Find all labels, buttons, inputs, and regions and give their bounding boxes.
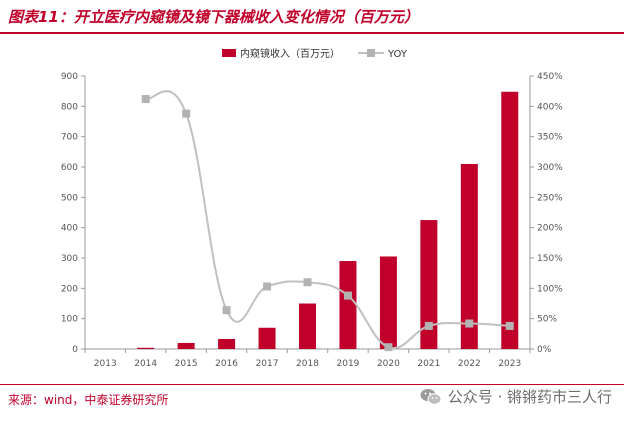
- x-tick-label: 2021: [417, 359, 440, 369]
- yoy-point: [343, 291, 352, 300]
- yoy-point: [303, 278, 312, 287]
- y-tick-label-right: 150%: [537, 254, 563, 264]
- bar: [218, 338, 236, 349]
- x-tick-label: 2023: [498, 359, 521, 369]
- yoy-point: [424, 321, 433, 330]
- bar: [339, 261, 357, 349]
- y-tick-label-right: 250%: [537, 193, 563, 203]
- y-tick-label-right: 0%: [537, 345, 552, 355]
- x-tick-label: 2018: [296, 359, 319, 369]
- bar: [501, 91, 519, 350]
- y-tick-label-left: 0: [72, 345, 78, 355]
- yoy-point: [505, 321, 514, 330]
- yoy-point: [141, 95, 150, 104]
- y-tick-label-left: 200: [61, 284, 78, 294]
- x-tick-label: 2014: [134, 359, 157, 369]
- y-tick-label-right: 400%: [537, 102, 563, 112]
- yoy-point: [384, 343, 393, 352]
- wechat-icon: [420, 388, 442, 405]
- y-tick-label-left: 400: [61, 224, 78, 234]
- watermark-text: 公众号 · 锵锵药市三人行: [447, 388, 612, 406]
- yoy-point: [263, 282, 272, 291]
- yoy-point: [465, 319, 474, 328]
- x-tick-label: 2019: [337, 359, 360, 369]
- legend-line-marker: [367, 49, 375, 57]
- x-tick-label: 2015: [175, 359, 198, 369]
- y-tick-label-right: 100%: [537, 284, 563, 294]
- bar: [299, 303, 316, 349]
- y-tick-label-right: 450%: [537, 72, 563, 82]
- yoy-line: [145, 90, 510, 350]
- bar-series: [137, 91, 519, 350]
- y-tick-label-right: 50%: [537, 315, 557, 325]
- legend-line-label: YOY: [387, 49, 408, 60]
- bar: [460, 163, 478, 349]
- y-tick-label-left: 600: [61, 163, 78, 173]
- y-tick-label-right: 350%: [537, 133, 563, 143]
- yoy-point: [182, 109, 191, 118]
- y-tick-label-right: 300%: [537, 163, 563, 173]
- legend-bar-swatch: [222, 49, 236, 57]
- y-tick-label-right: 200%: [537, 224, 563, 234]
- x-tick-label: 2017: [256, 359, 279, 369]
- x-tick-label: 2020: [377, 359, 400, 369]
- y-tick-label-left: 100: [61, 315, 78, 325]
- y-tick-label-left: 900: [61, 72, 78, 82]
- bar: [420, 220, 438, 349]
- bar: [137, 347, 155, 349]
- chart: 内窥镜收入（百万元） YOY 0 100 200 300 400 500 600 700 800…: [61, 47, 563, 369]
- x-tick-label: 2016: [215, 359, 238, 369]
- y-tick-label-left: 300: [61, 254, 78, 264]
- bar: [258, 327, 276, 349]
- legend: 内窥镜收入（百万元） YOY: [222, 47, 408, 60]
- y-tick-label-left: 800: [61, 102, 78, 112]
- source-note: 来源：wind，中泰证券研究所: [8, 393, 169, 407]
- title-rule: [0, 32, 624, 34]
- x-tick-label: 2022: [458, 359, 481, 369]
- bar: [177, 342, 195, 349]
- yoy-series: [141, 90, 514, 352]
- chart-title: 图表11：开立医疗内窥镜及镜下器械收入变化情况（百万元）: [8, 8, 419, 26]
- legend-bar-label: 内窥镜收入（百万元）: [240, 47, 340, 60]
- axes: 0 100 200 300 400 500 600 700 800 900 0% 50% 100% 150…: [61, 72, 563, 369]
- footer-rule: [0, 384, 624, 385]
- bar: [379, 256, 397, 349]
- watermark: 公众号 · 锵锵药市三人行: [420, 386, 612, 407]
- y-tick-label-left: 500: [61, 193, 78, 203]
- x-tick-label: 2013: [94, 359, 117, 369]
- y-tick-label-left: 700: [61, 133, 78, 143]
- yoy-point: [222, 306, 231, 315]
